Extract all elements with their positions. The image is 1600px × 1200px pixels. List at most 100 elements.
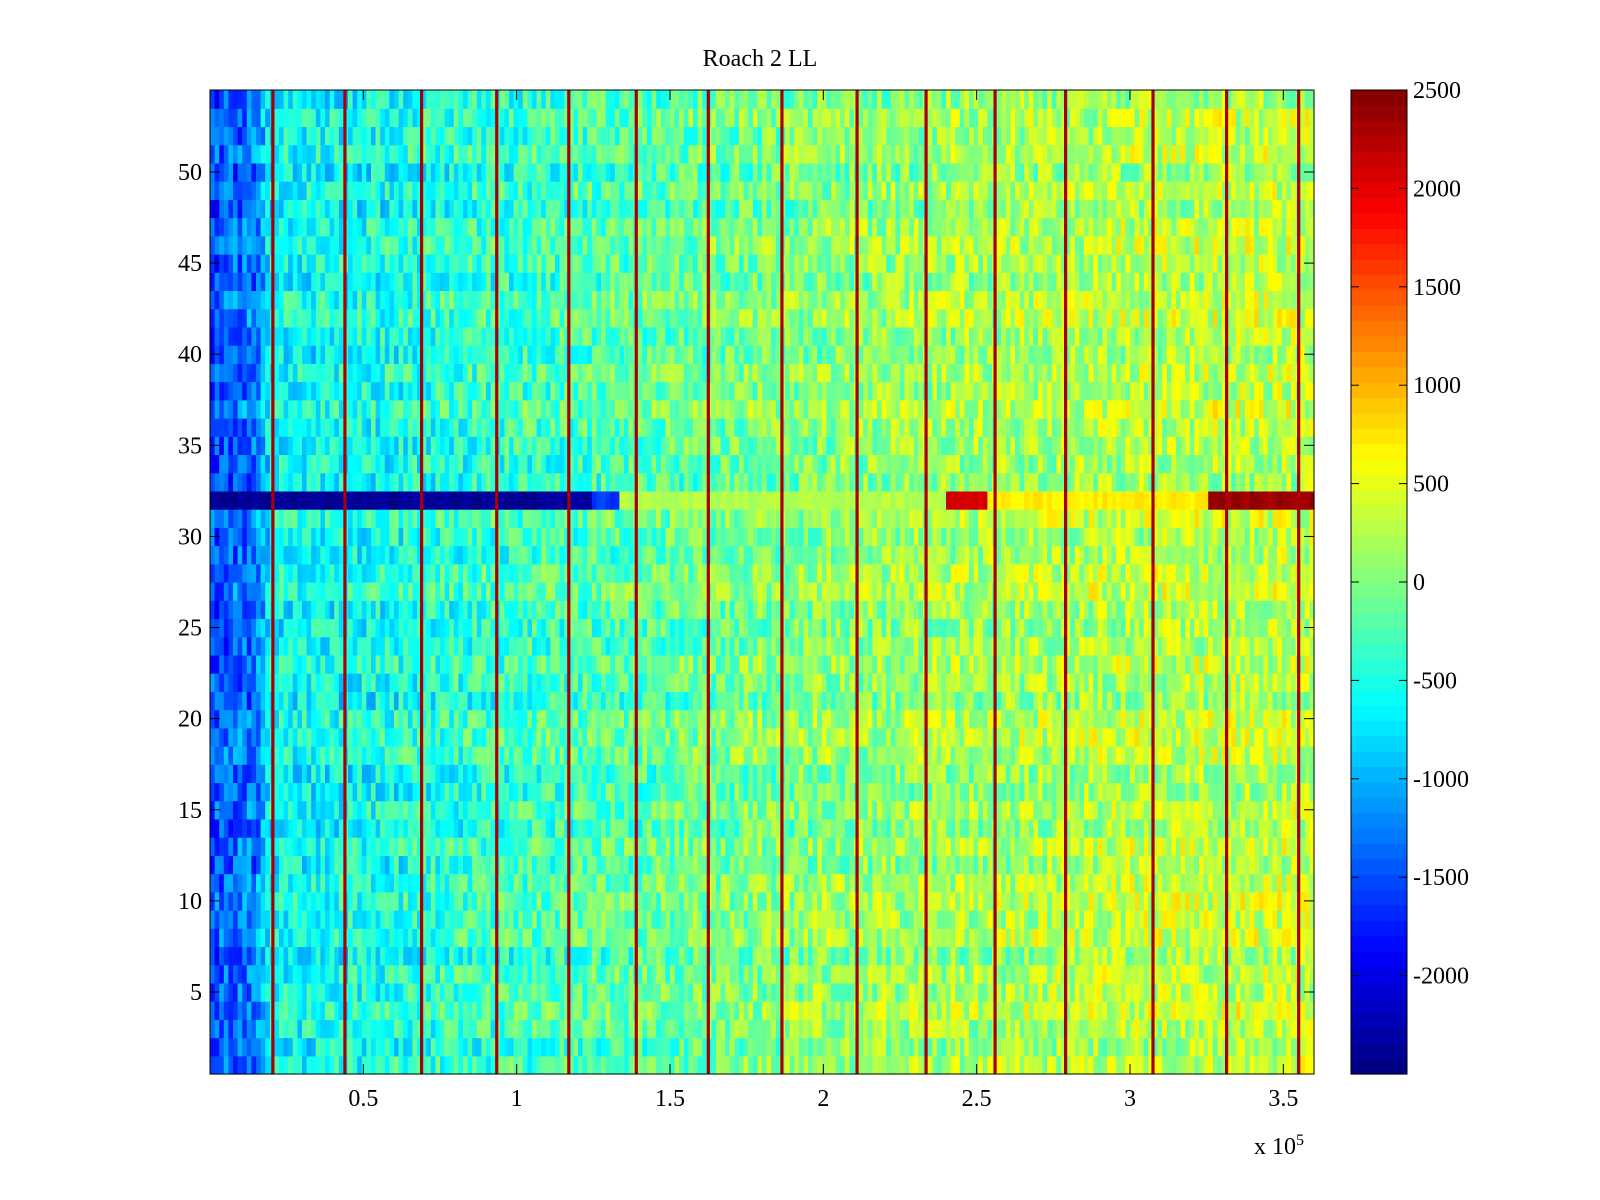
heatmap-cell: [550, 1019, 556, 1039]
heatmap-cell: [619, 982, 625, 1002]
heatmap-cell: [941, 946, 947, 966]
heatmap-cell: [582, 982, 588, 1002]
heatmap-cell: [279, 982, 285, 1002]
heatmap-cell: [306, 910, 312, 929]
heatmap-cell: [978, 1001, 984, 1020]
heatmap-cell: [665, 837, 671, 856]
heatmap-cell: [789, 837, 795, 856]
heatmap-cell: [412, 782, 418, 802]
heatmap-cell: [389, 873, 395, 893]
heatmap-cell: [481, 782, 487, 802]
heatmap-cell: [624, 982, 630, 1002]
heatmap-cell: [1084, 855, 1090, 875]
heatmap-cell: [223, 727, 229, 747]
heatmap-cell: [955, 964, 961, 984]
heatmap-cell: [890, 1019, 896, 1039]
heatmap-cell: [1217, 1019, 1223, 1039]
heatmap-cell: [913, 910, 919, 929]
heatmap-cell: [522, 727, 528, 747]
heatmap-cell: [274, 764, 280, 784]
heatmap-cell: [527, 873, 533, 893]
heatmap-cell: [1309, 873, 1315, 893]
heatmap-cell: [881, 873, 887, 893]
heatmap-cell: [1226, 1001, 1232, 1020]
heatmap-cell: [522, 964, 528, 984]
heatmap-cell: [702, 837, 708, 856]
heatmap-cell: [306, 818, 312, 838]
heatmap-cell: [964, 1019, 970, 1039]
heatmap-cell: [918, 891, 924, 911]
heatmap-cell: [757, 855, 763, 875]
heatmap-cell: [555, 709, 561, 729]
heatmap-cell: [904, 1001, 910, 1020]
heatmap-cell: [504, 982, 510, 1002]
heatmap-cell: [251, 928, 257, 948]
heatmap-cell: [771, 910, 777, 929]
heatmap-cell: [219, 946, 225, 966]
heatmap-cell: [1185, 709, 1191, 729]
heatmap-cell: [982, 910, 988, 929]
heatmap-cell: [1226, 910, 1232, 929]
heatmap-cell: [877, 764, 883, 784]
heatmap-cell: [288, 746, 294, 765]
heatmap-cell: [798, 764, 804, 784]
heatmap-cell: [688, 746, 694, 765]
heatmap-cell: [959, 709, 965, 729]
heatmap-cell: [522, 946, 528, 966]
heatmap-cell: [812, 782, 818, 802]
heatmap-cell: [826, 691, 832, 711]
heatmap-cell: [734, 727, 740, 747]
heatmap-cell: [449, 891, 455, 911]
heatmap-cell: [725, 1001, 731, 1020]
heatmap-cell: [522, 873, 528, 893]
heatmap-cell: [338, 910, 344, 929]
heatmap-cell: [527, 1055, 533, 1075]
heatmap-cell: [1171, 746, 1177, 765]
heatmap-cell: [1139, 837, 1145, 856]
heatmap-cell: [1217, 873, 1223, 893]
heatmap-cell: [918, 727, 924, 747]
heatmap-cell: [237, 800, 243, 820]
heatmap-cell: [366, 964, 372, 984]
heatmap-cell: [647, 855, 653, 875]
heatmap-cell: [771, 727, 777, 747]
heatmap-cell: [840, 800, 846, 820]
heatmap-cell: [302, 873, 308, 893]
heatmap-cell: [817, 910, 823, 929]
heatmap-cell: [578, 746, 584, 765]
heatmap-cell: [320, 782, 326, 802]
heatmap-cell: [826, 891, 832, 911]
heatmap-cell: [605, 746, 611, 765]
heatmap-cell: [260, 855, 266, 875]
heatmap-cell: [867, 891, 873, 911]
heatmap-cell: [214, 964, 220, 984]
heatmap-cell: [946, 782, 952, 802]
heatmap-cell: [1240, 709, 1246, 729]
heatmap-cell: [1102, 982, 1108, 1002]
heatmap-cell: [683, 928, 689, 948]
heatmap-cell: [794, 782, 800, 802]
heatmap-cell: [610, 873, 616, 893]
heatmap-cell: [1019, 873, 1025, 893]
heatmap-cell: [771, 818, 777, 838]
heatmap-cell: [1166, 982, 1172, 1002]
heatmap-cell: [1217, 1001, 1223, 1020]
heatmap-cell: [210, 855, 216, 875]
heatmap-cell: [1208, 782, 1214, 802]
heatmap-cell: [559, 764, 565, 784]
heatmap-cell: [1125, 818, 1131, 838]
heatmap-cell: [785, 928, 791, 948]
heatmap-cell: [536, 910, 542, 929]
heatmap-cell: [1157, 1001, 1163, 1020]
heatmap-cell: [352, 1001, 358, 1020]
heatmap-cell: [1180, 873, 1186, 893]
heatmap-cell: [550, 1037, 556, 1057]
heatmap-cell: [371, 928, 377, 948]
heatmap-cell: [808, 1037, 814, 1057]
heatmap-cell: [1166, 746, 1172, 765]
heatmap-cell: [785, 764, 791, 784]
heatmap-cell: [877, 946, 883, 966]
heatmap-cell: [1084, 746, 1090, 765]
heatmap-cell: [1102, 1019, 1108, 1039]
heatmap-cell: [1185, 818, 1191, 838]
